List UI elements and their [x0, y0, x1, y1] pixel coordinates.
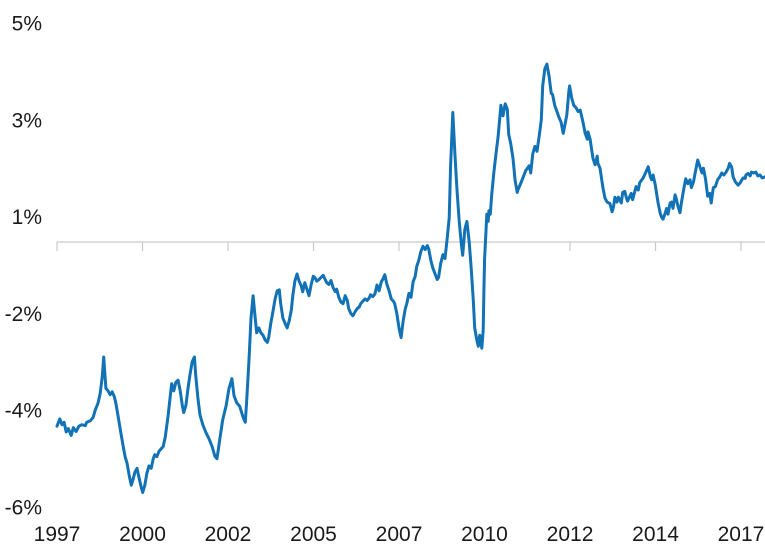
x-axis-label: 2005 [290, 523, 337, 546]
y-axis-label: -2% [5, 303, 42, 326]
y-axis-label: 3% [12, 109, 42, 132]
x-axis-label: 2010 [461, 523, 508, 546]
x-axis-label: 2014 [632, 523, 679, 546]
x-axis-label: 2000 [119, 523, 166, 546]
y-axis-label: 5% [12, 13, 42, 36]
axis-layer [56, 241, 765, 251]
x-axis-label: 2007 [376, 523, 423, 546]
trend-line [55, 62, 765, 494]
x-axis-label: 2002 [205, 523, 252, 546]
x-axis-label: 1997 [34, 523, 81, 546]
x-axis-label: 2012 [547, 523, 594, 546]
axis-labels-layer: 1997 2000 2002 2005 2007 2010 2012 2014 2017 5% 3%… [5, 13, 765, 547]
y-axis-label: -4% [5, 400, 42, 423]
y-axis-label: -6% [5, 497, 42, 520]
y-axis-label: 1% [12, 206, 42, 229]
x-axis-label: 2017 [718, 523, 765, 546]
trend-line-layer [55, 62, 765, 494]
